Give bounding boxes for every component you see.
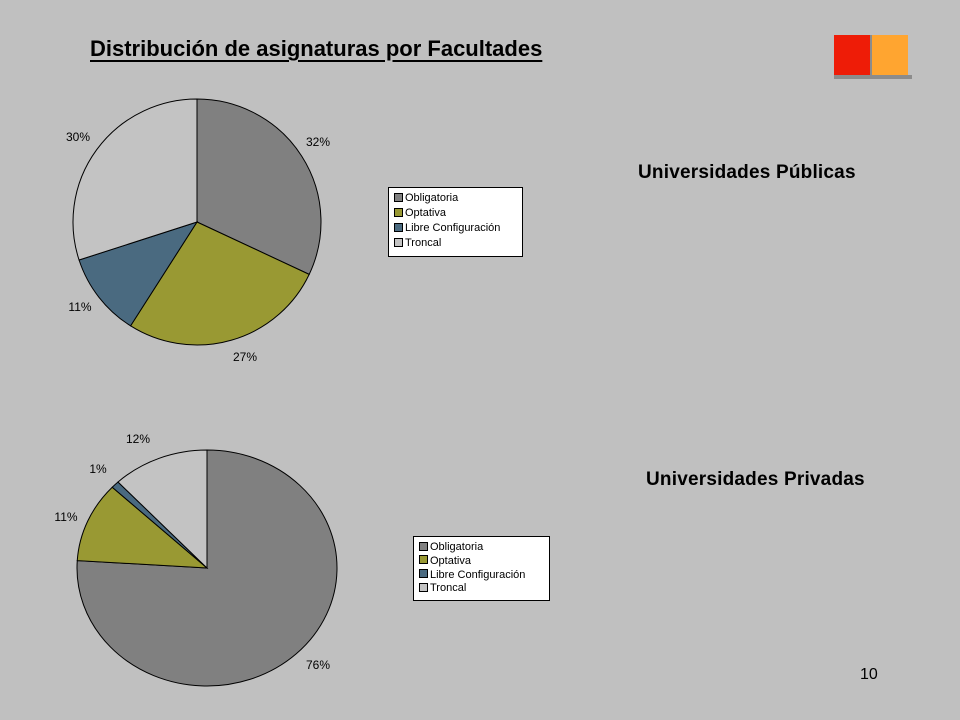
legend-swatch-optativa [419, 555, 428, 565]
chart-title-publicas: Universidades Públicas [638, 162, 856, 183]
legend-swatch-troncal [419, 582, 428, 592]
pie-slice-libre-configuracion-publicas [78, 221, 199, 327]
legend-label-troncal: Troncal [405, 237, 442, 249]
pie-slice-obligatoria-publicas [196, 98, 322, 276]
legend-label-libre-configuracion: Libre Configuración [405, 222, 501, 234]
legend-item-libre-configuracion: Libre Configuración [394, 222, 500, 234]
legend-swatch-obligatoria [394, 192, 403, 202]
pie-slice-obligatoria-privadas [76, 449, 338, 687]
logo-red-square [834, 35, 870, 75]
pie-label-optativa-privadas: 11% [54, 510, 77, 524]
legend-item-optativa: Optativa [419, 555, 471, 567]
pie-label-libre-configuracion-privadas: 1% [89, 462, 107, 476]
chart-title-privadas: Universidades Privadas [646, 469, 865, 490]
legend-label-optativa: Optativa [405, 207, 446, 219]
logo [834, 35, 912, 79]
pie-slice-troncal-privadas [117, 449, 208, 570]
legend-swatch-optativa [394, 207, 403, 217]
legend-label-libre-configuracion: Libre Configuración [430, 568, 526, 581]
pie-label-troncal-publicas: 30% [66, 130, 90, 144]
legend-item-obligatoria: Obligatoria [419, 541, 483, 553]
pie-label-troncal-privadas: 12% [126, 432, 150, 446]
legend-item-troncal: Troncal [394, 237, 441, 249]
legend-label-troncal: Troncal [430, 582, 467, 595]
legend-swatch-troncal [394, 237, 403, 247]
legend-item-libre-configuracion: Libre Configuración [419, 569, 525, 581]
legend-label-obligatoria: Obligatoria [430, 541, 484, 553]
pie-slice-optativa-privadas [76, 486, 209, 569]
legend-privadas: Obligatoria Optativa Libre Configuración Tr… [413, 536, 550, 601]
legend-item-obligatoria: Obligatoria [394, 192, 458, 204]
legend-label-obligatoria: Obligatoria [405, 192, 459, 204]
pie-label-obligatoria-privadas: 76% [306, 658, 330, 672]
pie-slice-troncal-publicas [72, 98, 198, 261]
page-number: 10 [860, 666, 878, 683]
logo-orange-square [872, 35, 908, 75]
slide-title: Distribución de asignaturas por Facultad… [90, 36, 543, 61]
legend-item-troncal: Troncal [419, 582, 466, 594]
logo-bar [834, 75, 912, 79]
legend-swatch-obligatoria [419, 541, 428, 551]
legend-publicas: Obligatoria Optativa Libre Configuración Tr… [388, 187, 523, 257]
pie-label-libre-configuracion-publicas: 11% [68, 300, 91, 314]
pie-label-obligatoria-publicas: 32% [306, 135, 330, 149]
pie-label-optativa-publicas: 27% [233, 350, 257, 364]
logo-divider [870, 35, 872, 75]
legend-label-optativa: Optativa [430, 554, 471, 567]
legend-swatch-libre-configuracion [394, 222, 403, 232]
legend-swatch-libre-configuracion [419, 569, 428, 579]
legend-item-optativa: Optativa [394, 207, 446, 219]
pie-slice-optativa-publicas [129, 221, 310, 346]
